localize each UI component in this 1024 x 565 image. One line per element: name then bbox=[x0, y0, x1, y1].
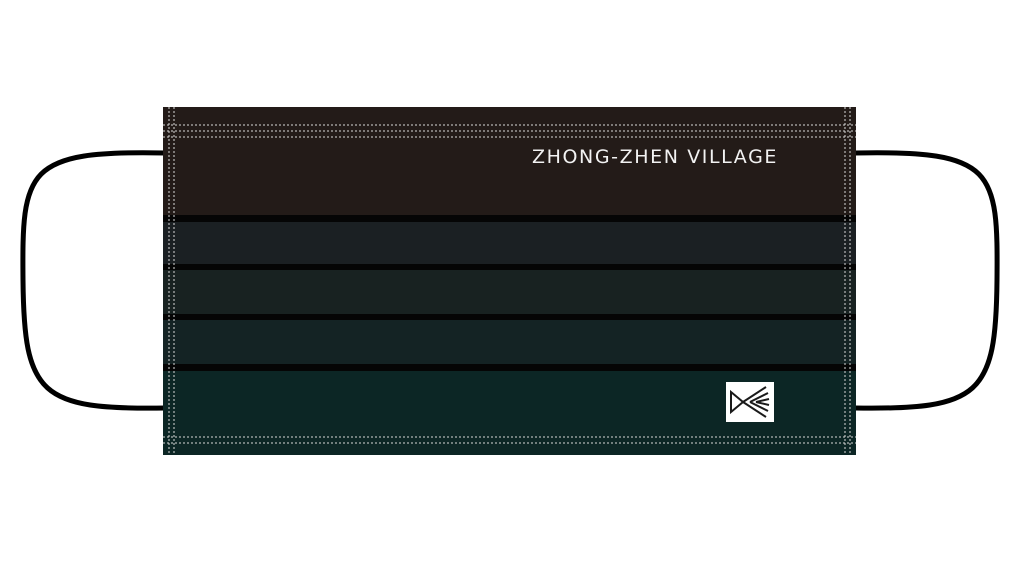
right-ear-loop bbox=[854, 150, 1000, 411]
mask-band-2 bbox=[163, 218, 856, 268]
mask-band-4 bbox=[163, 318, 856, 368]
mask-print-text: ZHONG-ZHEN VILLAGE bbox=[531, 146, 778, 168]
folded-ribbon-logo-icon bbox=[730, 386, 770, 418]
pleat-line bbox=[163, 314, 856, 320]
pleat-line bbox=[163, 215, 856, 222]
pleat-line bbox=[163, 264, 856, 270]
mask-band-3 bbox=[163, 268, 856, 318]
logo-badge bbox=[726, 382, 774, 422]
left-ear-loop bbox=[20, 150, 166, 411]
pleat-line bbox=[163, 364, 856, 371]
